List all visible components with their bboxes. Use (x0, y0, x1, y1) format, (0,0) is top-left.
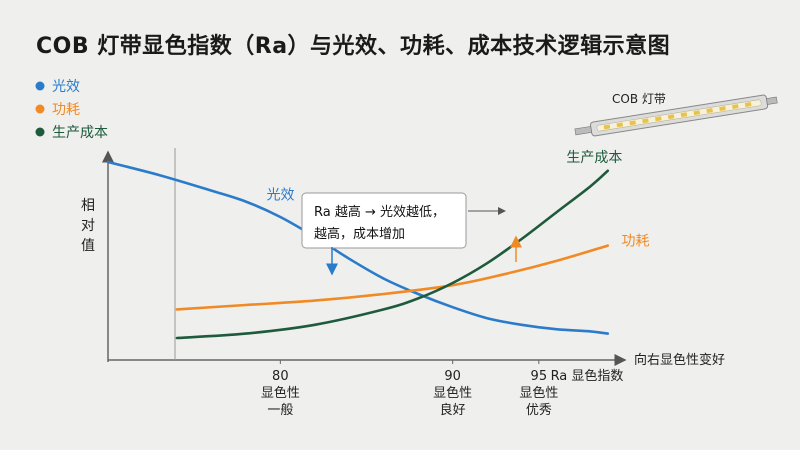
x-tick-label-2-0: 95 (531, 369, 548, 384)
series-label-2: 生产成本 (566, 150, 622, 166)
trend-label: 向右显色性变好 (634, 352, 725, 368)
series-line-0 (106, 160, 610, 335)
series-lines (106, 160, 610, 340)
callout-box (301, 192, 467, 249)
x-tick-label-2-2: 优秀 (526, 403, 552, 418)
legend-dot-1 (35, 104, 45, 114)
strip-label: COB 灯带 (612, 92, 666, 106)
legend-label-1: 功耗 (52, 102, 80, 118)
x-tick-label-2-1: 显色性 (519, 385, 558, 401)
legend-label-2: 生产成本 (52, 125, 108, 141)
cob-strip-illustration: COB 灯带 (574, 92, 778, 137)
page-title: COB 灯带显色指数（Ra）与光效、功耗、成本技术逻辑示意图 (36, 34, 671, 59)
legend-dot-0 (35, 81, 45, 91)
x-tick-label-1-2: 良好 (440, 402, 466, 418)
legend-dot-2 (35, 127, 45, 137)
x-axis-label: Ra 显色指数 (551, 368, 624, 384)
y-axis-label: 相对值 (81, 198, 95, 254)
x-tick-label-1-1: 显色性 (433, 385, 472, 401)
series-label-1: 功耗 (622, 234, 650, 250)
x-tick-label-0-2: 一般 (267, 402, 293, 418)
callout-line-1: Ra 越高 → 光效越低， (314, 204, 445, 220)
callout: Ra 越高 → 光效越低， 越高，成本增加 (301, 192, 506, 249)
legend-label-0: 光效 (52, 79, 80, 95)
legend: 光效 功耗 生产成本 (35, 79, 108, 141)
x-tick-label-0-1: 显色性 (261, 385, 300, 401)
x-tick-label-1-0: 90 (444, 369, 461, 384)
series-line-1 (175, 244, 610, 311)
strip-leds (603, 102, 752, 130)
series-label-0: 光效 (267, 187, 295, 203)
series-line-2 (175, 169, 610, 340)
x-tick-label-0-0: 80 (272, 369, 289, 384)
axes (102, 148, 627, 366)
callout-line-2: 越高，成本增加 (314, 226, 405, 242)
